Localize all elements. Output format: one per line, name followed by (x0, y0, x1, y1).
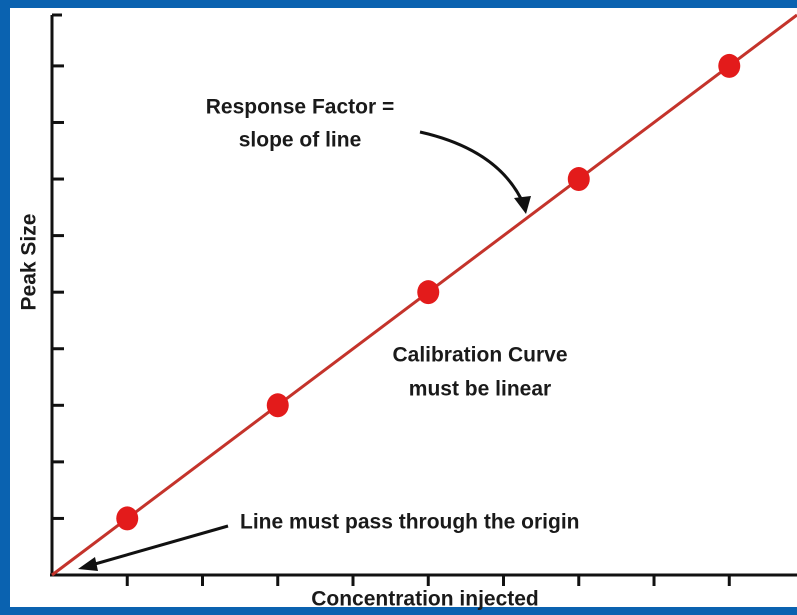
arrowhead (78, 557, 98, 571)
arrow (87, 524, 229, 568)
y-axis-label: Peak Size (18, 214, 41, 311)
arrowhead (514, 196, 531, 214)
data-point (718, 53, 741, 78)
data-point (266, 393, 289, 418)
data-point (116, 506, 139, 531)
data-point (417, 280, 440, 305)
data-point (567, 167, 590, 192)
arrow (419, 130, 526, 206)
annotation: Calibration Curve (392, 344, 567, 367)
annotation: Line must pass through the origin (240, 511, 580, 534)
annotation: must be linear (409, 378, 551, 401)
annotation: Response Factor = (206, 96, 394, 119)
x-axis-label: Concentration injected (311, 588, 539, 611)
annotation: slope of line (239, 129, 362, 152)
